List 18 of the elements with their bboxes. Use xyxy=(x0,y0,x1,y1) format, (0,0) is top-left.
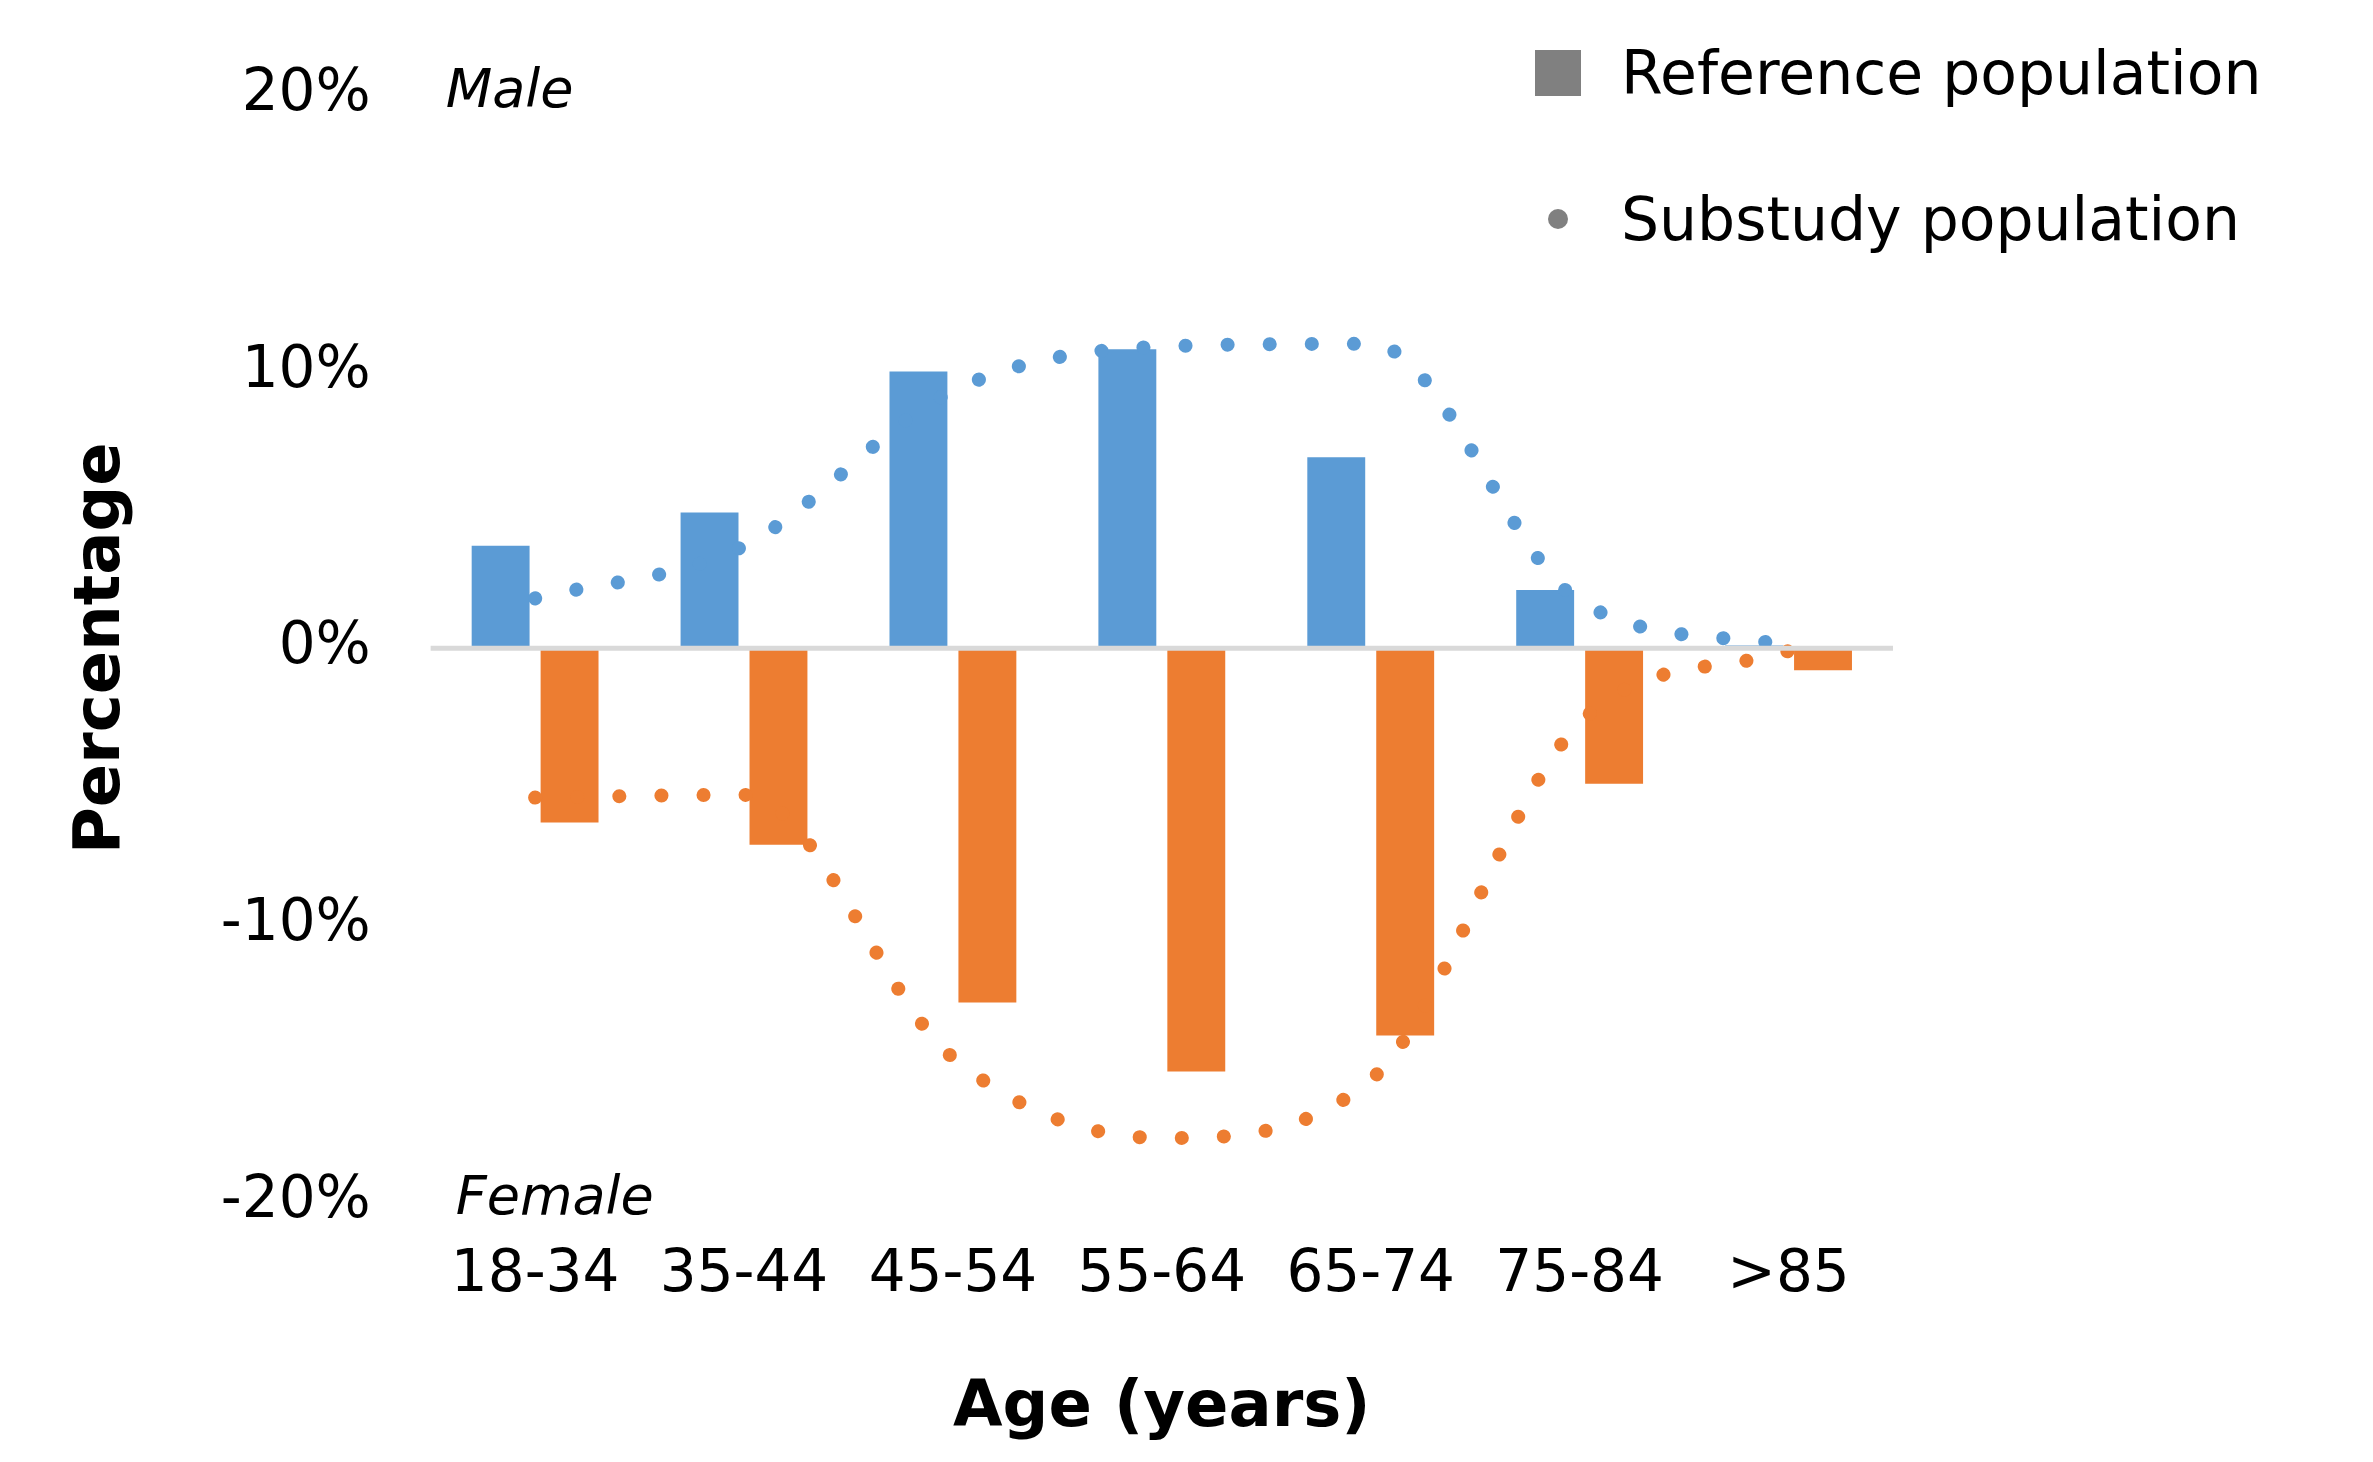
y-tick-label: -20% xyxy=(220,1162,371,1231)
annotation: Reference population xyxy=(1621,38,2262,108)
x-tick-label: 18-34 xyxy=(450,1237,620,1306)
x-tick-label: >85 xyxy=(1727,1237,1850,1306)
annotation: Substudy population xyxy=(1621,184,2240,254)
annotation: Male xyxy=(445,56,574,120)
annotation: Female xyxy=(455,1163,654,1227)
x-tick-label: 65-74 xyxy=(1286,1237,1455,1306)
y-tick-label: 20% xyxy=(241,55,371,124)
y-tick-label: 0% xyxy=(278,609,371,678)
x-tick-label: 55-64 xyxy=(1077,1237,1247,1306)
x-tick-label: 45-54 xyxy=(868,1237,1038,1306)
x-tick-label: 75-84 xyxy=(1495,1237,1664,1306)
y-tick-label: -10% xyxy=(220,885,371,954)
y-tick-label: 10% xyxy=(241,332,371,401)
y-axis-title: Percentage xyxy=(60,442,135,855)
x-axis-title: Age (years) xyxy=(953,1367,1371,1442)
x-tick-label: 35-44 xyxy=(659,1237,829,1306)
